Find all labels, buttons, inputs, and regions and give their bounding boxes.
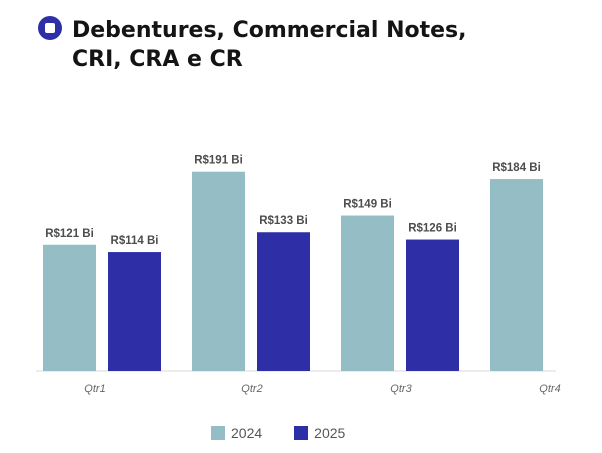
legend-label-2024: 2024 bbox=[231, 425, 263, 441]
data-label-2025-Qtr1: R$114 Bi bbox=[111, 235, 159, 247]
chart-title: Debentures, Commercial Notes, CRI, CRA e… bbox=[72, 18, 467, 72]
bar-2024-Qtr4 bbox=[490, 179, 543, 371]
legend-swatch-2025 bbox=[294, 426, 309, 440]
x-tick-label-Qtr2: Qtr2 bbox=[241, 383, 262, 395]
x-tick-label-Qtr3: Qtr3 bbox=[390, 383, 412, 395]
legend-label-2025: 2025 bbox=[314, 425, 346, 441]
bar-2025-Qtr3 bbox=[406, 239, 459, 371]
bar-2024-Qtr1 bbox=[43, 244, 96, 371]
square-bullet-icon bbox=[38, 16, 62, 40]
bar-2025-Qtr2 bbox=[257, 232, 310, 371]
data-label-2024-Qtr2: R$191 Bi bbox=[194, 155, 243, 167]
bar-2024-Qtr3 bbox=[341, 215, 394, 371]
data-label-2024-Qtr1: R$121 Bi bbox=[45, 228, 94, 240]
data-label-2024-Qtr4: R$184 Bi bbox=[492, 162, 541, 174]
data-label-2024-Qtr3: R$149 Bi bbox=[343, 199, 392, 211]
legend-item-2024: 2024 bbox=[211, 425, 262, 441]
bar-2024-Qtr2 bbox=[192, 171, 245, 371]
x-tick-label-Qtr4: Qtr4 bbox=[539, 383, 560, 395]
legend: 2024 2025 bbox=[211, 425, 345, 441]
x-tick-label-Qtr1: Qtr1 bbox=[84, 383, 105, 395]
data-label-2025-Qtr2: R$133 Bi bbox=[259, 215, 308, 227]
legend-item-2025: 2025 bbox=[294, 425, 345, 441]
bar-2025-Qtr1 bbox=[108, 252, 161, 371]
data-label-2025-Qtr3: R$126 Bi bbox=[408, 223, 457, 235]
legend-swatch-2024 bbox=[211, 426, 225, 440]
